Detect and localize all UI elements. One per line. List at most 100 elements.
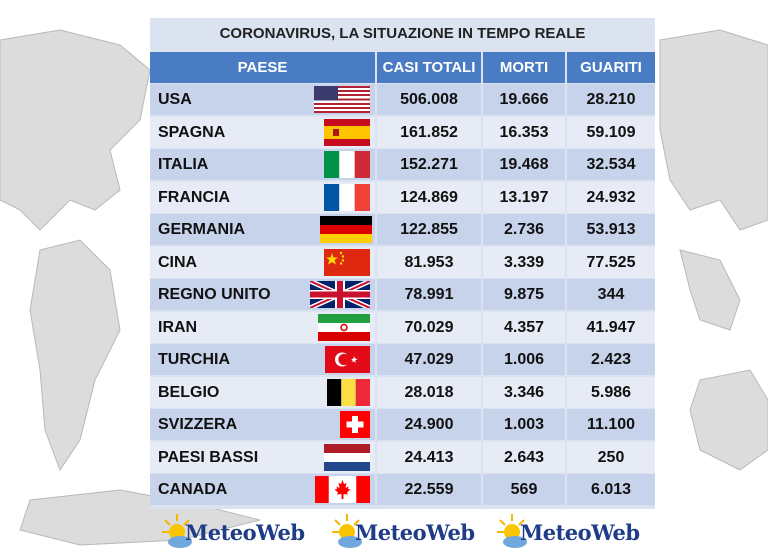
casi-totali-value: 152.271 [377, 149, 481, 180]
guariti-value: 32.534 [567, 149, 655, 180]
country-cell: BELGIO [150, 376, 375, 408]
country-name: CANADA [158, 481, 228, 498]
country-cell: TURCHIA [150, 344, 375, 375]
header-casi-totali: CASI TOTALI [377, 52, 481, 83]
morti-value: 4.357 [483, 311, 565, 343]
guariti-value: 24.932 [567, 181, 655, 213]
meteoweb-logo: MeteoWeb [330, 510, 480, 555]
germany-flag-icon [320, 216, 372, 243]
country-cell: ITALIA [150, 149, 375, 180]
france-flag-icon [324, 183, 370, 211]
morti-value: 16.353 [483, 116, 565, 148]
guariti-value: 77.525 [567, 246, 655, 278]
country-cell: GERMANIA [150, 214, 375, 245]
country-cell: CANADA [150, 474, 375, 505]
morti-value: 13.197 [483, 181, 565, 213]
header-guariti: GUARITI [567, 52, 655, 83]
sun-icon [497, 514, 527, 548]
logo-text: MeteoWeb [185, 520, 305, 545]
italy-flag-icon [324, 151, 370, 178]
table-row: SPAGNA 161.852 16.353 59.109 [150, 116, 655, 149]
guariti-value: 53.913 [567, 214, 655, 245]
casi-totali-value: 124.869 [377, 181, 481, 213]
table-header: PAESE CASI TOTALI MORTI GUARITI [150, 52, 655, 83]
casi-totali-value: 161.852 [377, 116, 481, 148]
guariti-value: 41.947 [567, 311, 655, 343]
guariti-value: 344 [567, 279, 655, 310]
morti-value: 569 [483, 474, 565, 505]
table-row: SVIZZERA 24.900 1.003 11.100 [150, 409, 655, 441]
iran-flag-icon [318, 313, 370, 341]
guariti-value: 11.100 [567, 409, 655, 440]
table-row: USA 506.008 19.666 28.210 [150, 84, 655, 116]
country-name: CINA [158, 253, 198, 271]
guariti-value: 2.423 [567, 344, 655, 375]
covid-table-panel: CORONAVIRUS, LA SITUAZIONE IN TEMPO REAL… [150, 18, 655, 509]
table-row: CANADA 22.559 569 6.013 [150, 474, 655, 506]
country-cell: REGNO UNITO [150, 279, 375, 310]
meteoweb-logo: MeteoWeb [160, 510, 310, 555]
casi-totali-value: 122.855 [377, 214, 481, 245]
casi-totali-value: 24.413 [377, 441, 481, 473]
usa-flag-icon [314, 86, 370, 113]
country-name: BELGIO [158, 383, 220, 401]
table-row: PAESI BASSI 24.413 2.643 250 [150, 441, 655, 474]
meteoweb-logo: MeteoWeb [495, 510, 645, 555]
casi-totali-value: 70.029 [377, 311, 481, 343]
canada-flag-icon [315, 476, 370, 503]
country-cell: IRAN [150, 311, 375, 343]
morti-value: 3.339 [483, 246, 565, 278]
country-name: ITALIA [158, 156, 209, 173]
guariti-value: 5.986 [567, 376, 655, 408]
morti-value: 2.643 [483, 441, 565, 473]
morti-value: 3.346 [483, 376, 565, 408]
morti-value: 1.006 [483, 344, 565, 375]
country-cell: SVIZZERA [150, 409, 375, 440]
table-title: CORONAVIRUS, LA SITUAZIONE IN TEMPO REAL… [219, 25, 586, 42]
table-row: GERMANIA 122.855 2.736 53.913 [150, 214, 655, 246]
country-cell: FRANCIA [150, 181, 375, 213]
logo-text: MeteoWeb [355, 520, 475, 545]
casi-totali-value: 47.029 [377, 344, 481, 375]
morti-value: 1.003 [483, 409, 565, 440]
country-name: FRANCIA [158, 188, 230, 206]
table-row: CINA 81.953 3.339 77.525 [150, 246, 655, 279]
sun-icon [162, 514, 192, 548]
table-row: BELGIO 28.018 3.346 5.986 [150, 376, 655, 409]
switzerland-flag-icon [340, 411, 370, 438]
guariti-value: 250 [567, 441, 655, 473]
table-row: ITALIA 152.271 19.468 32.534 [150, 149, 655, 181]
table-row: REGNO UNITO 78.991 9.875 344 [150, 279, 655, 311]
table-row: FRANCIA 124.869 13.197 24.932 [150, 181, 655, 214]
netherlands-flag-icon [324, 443, 370, 471]
casi-totali-value: 24.900 [377, 409, 481, 440]
spain-flag-icon [324, 118, 370, 146]
casi-totali-value: 28.018 [377, 376, 481, 408]
table-row: TURCHIA 47.029 1.006 2.423 [150, 344, 655, 376]
header-morti: MORTI [483, 52, 565, 83]
morti-value: 9.875 [483, 279, 565, 310]
morti-value: 19.468 [483, 149, 565, 180]
country-name: PAESI BASSI [158, 448, 259, 466]
country-cell: USA [150, 84, 375, 115]
country-name: GERMANIA [158, 221, 246, 238]
country-cell: SPAGNA [150, 116, 375, 148]
country-name: SVIZZERA [158, 416, 238, 433]
country-cell: PAESI BASSI [150, 441, 375, 473]
casi-totali-value: 81.953 [377, 246, 481, 278]
casi-totali-value: 78.991 [377, 279, 481, 310]
china-flag-icon [324, 248, 370, 276]
country-name: USA [158, 91, 192, 108]
country-name: REGNO UNITO [158, 286, 271, 303]
casi-totali-value: 22.559 [377, 474, 481, 505]
morti-value: 2.736 [483, 214, 565, 245]
belgium-flag-icon [327, 378, 370, 406]
casi-totali-value: 506.008 [377, 84, 481, 115]
country-name: IRAN [158, 318, 198, 336]
country-name: SPAGNA [158, 123, 226, 141]
header-paese: PAESE [150, 52, 375, 83]
table-row: IRAN 70.029 4.357 41.947 [150, 311, 655, 344]
logo-strip: MeteoWeb MeteoWeb MeteoWeb [150, 510, 660, 555]
logo-text: MeteoWeb [520, 520, 640, 545]
